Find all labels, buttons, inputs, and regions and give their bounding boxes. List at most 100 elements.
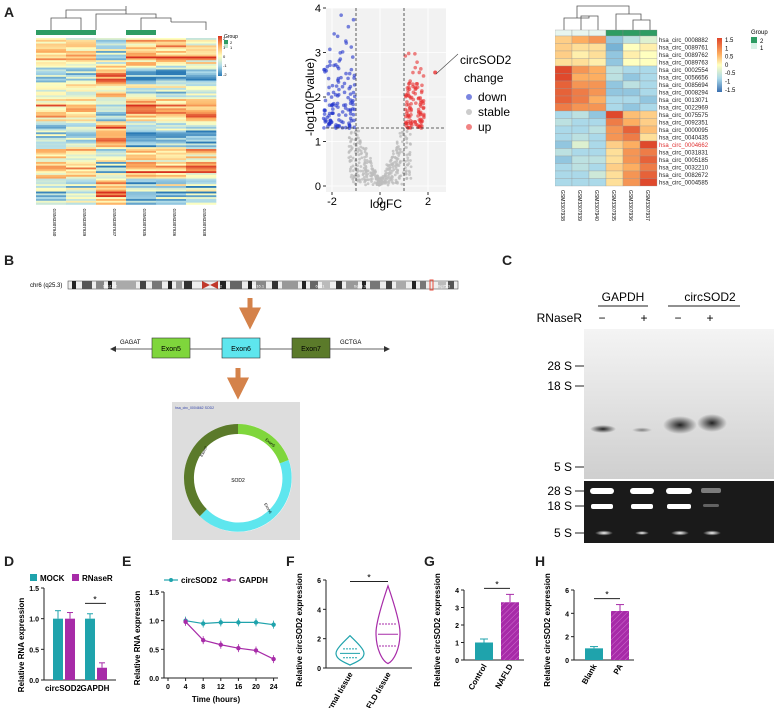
stable-point: [403, 135, 407, 139]
panel-label-h: H: [535, 553, 546, 569]
exon6-box: [221, 337, 261, 359]
row-label: hsa_circ_0085694: [659, 83, 709, 89]
down-point: [322, 112, 327, 116]
x-tick-label: 2: [425, 196, 431, 208]
heat-cell: [66, 76, 97, 79]
heat-cell: [186, 62, 217, 65]
heat-cell: [156, 89, 187, 92]
heat-cell: [186, 126, 217, 129]
heat-cell: [66, 143, 97, 146]
heat-cell: [96, 95, 127, 98]
heat-cell: [622, 80, 641, 89]
heat-cell: [186, 117, 217, 120]
heat-cell: [66, 50, 97, 54]
stable-point: [397, 145, 400, 148]
heat-cell: [186, 149, 217, 152]
heat-cell: [96, 198, 127, 202]
stable-point: [369, 156, 372, 160]
stable-point: [393, 164, 397, 168]
heat-cell: [639, 50, 658, 59]
heat-cell: [36, 75, 67, 78]
heat-cell: [126, 160, 157, 163]
gel-band: [701, 488, 721, 493]
stable-point: [405, 137, 408, 141]
heat-cell: [156, 113, 187, 116]
heat-cell: [36, 106, 67, 109]
stable-point: [371, 167, 375, 171]
stable-point: [392, 152, 395, 156]
heat-cell: [622, 103, 641, 112]
heat-cell: [96, 71, 127, 74]
down-point: [326, 124, 330, 129]
blot-image: [584, 329, 774, 479]
stable-point: [369, 174, 372, 178]
heat-cell: [96, 82, 127, 85]
heat-cell: [96, 113, 127, 116]
stable-point: [398, 148, 402, 151]
heat-cell: [66, 52, 97, 55]
heat-cell: [36, 139, 67, 142]
heat-cell: [96, 73, 127, 76]
marker-18s-bottom: 18 S: [547, 499, 572, 513]
heat-cell: [66, 104, 97, 107]
heatmap-1-legend-group-1: 1: [230, 45, 233, 50]
exon7-label: Exon7: [301, 346, 321, 353]
heat-cell: [36, 56, 67, 59]
stable-point: [367, 160, 371, 164]
heat-cell: [156, 165, 187, 168]
heat-cell: [96, 200, 127, 203]
heat-cell: [36, 97, 67, 100]
circ-center-label: SOD2: [231, 478, 245, 484]
legend-down-marker: [466, 94, 472, 100]
heat-cell: [156, 60, 187, 63]
heat-cell: [96, 128, 127, 131]
heat-cell: [126, 86, 157, 89]
group-cell: [156, 30, 186, 35]
heat-cell: [36, 167, 67, 170]
heat-cell: [36, 123, 67, 126]
stable-point: [388, 176, 391, 179]
heat-cell: [555, 163, 573, 172]
heat-cell: [66, 130, 97, 133]
heat-cell: [186, 60, 217, 63]
heat-cell: [126, 150, 157, 153]
stable-point: [363, 168, 367, 172]
heat-cell: [96, 147, 127, 150]
heat-cell: [156, 180, 187, 183]
heat-cell: [156, 110, 187, 113]
heat-cell: [36, 193, 67, 196]
stable-point: [349, 165, 353, 169]
heat-cell: [126, 38, 157, 41]
data-point: [271, 656, 276, 662]
heat-cell: [588, 155, 607, 164]
stable-point: [365, 152, 369, 155]
heat-cell: [126, 152, 157, 155]
stable-point: [357, 153, 361, 157]
heat-cell: [66, 87, 97, 91]
stable-point: [406, 163, 410, 167]
heat-cell: [156, 136, 187, 139]
heat-cell: [126, 184, 157, 187]
chart-h-ylabel: Relative circSOD2 expression: [543, 573, 552, 687]
heat-cell: [571, 118, 590, 127]
stable-point: [351, 156, 355, 160]
heat-cell: [622, 110, 641, 119]
heat-cell: [66, 147, 97, 150]
heat-cell: [622, 95, 641, 104]
heatmap-2: hsa_circ_0008882hsa_circ_0089761hsa_circ…: [555, 5, 768, 221]
heat-cell: [36, 108, 67, 111]
heat-cell: [186, 38, 217, 41]
heat-cell: [156, 58, 187, 61]
volcano-legend-down: down: [478, 90, 507, 104]
heat-cell: [588, 118, 607, 127]
heat-cell: [36, 150, 67, 153]
heat-cell: [156, 123, 187, 126]
heat-cell: [66, 75, 97, 78]
chart-f: Relative circSOD2 expression 0 2 4 6 * Normal…: [295, 572, 412, 708]
heat-cell: [36, 49, 67, 52]
heat-cell: [156, 137, 187, 141]
y-tick-label: 3: [315, 48, 321, 60]
heatmap-2-group-bar: [555, 29, 658, 37]
heat-cell: [126, 82, 157, 85]
y-tick-label: 4: [317, 607, 321, 614]
